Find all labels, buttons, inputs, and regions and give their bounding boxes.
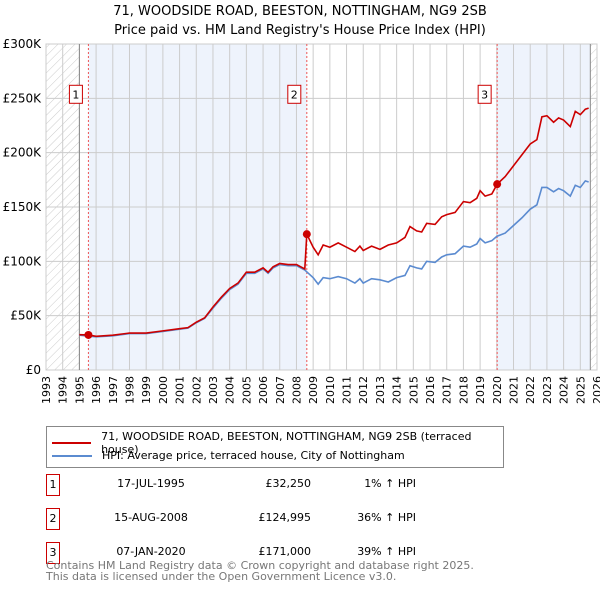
x-tick-label: 2025 <box>574 376 587 404</box>
y-tick-label: £200K <box>3 146 43 160</box>
sale-price: £171,000 <box>258 545 312 558</box>
x-tick-label: 2004 <box>224 376 237 404</box>
sale-label-box <box>68 84 83 104</box>
chart-title: 71, WOODSIDE ROAD, BEESTON, NOTTINGHAM, … <box>113 4 487 19</box>
x-tick-label: 2013 <box>374 376 387 404</box>
sale-label-number: 3 <box>481 88 488 101</box>
y-tick-label: £250K <box>3 91 43 105</box>
x-tick-label: 2018 <box>457 376 470 404</box>
x-tick-label: 1994 <box>57 376 70 404</box>
sale-label-number: 2 <box>291 88 298 101</box>
x-tick-label: 2026 <box>591 376 600 404</box>
x-tick-label: 2011 <box>341 376 354 404</box>
sale-row: 1 17-JUL-1995 £32,250 1% ↑ HPI <box>46 474 446 496</box>
x-tick-label: 2023 <box>541 376 554 404</box>
x-tick-label: 2014 <box>391 376 404 404</box>
x-tick-label: 2006 <box>257 376 270 404</box>
sale-marker-badge: 1 <box>46 474 60 496</box>
legend-price: 71, WOODSIDE ROAD, BEESTON, NOTTINGHAM, … <box>101 430 472 456</box>
sale-point <box>493 180 502 189</box>
x-tick-label: 2017 <box>441 376 454 404</box>
sale-point <box>84 330 93 339</box>
x-tick-label: 2007 <box>274 376 287 404</box>
sale-date: 15-AUG-2008 <box>114 511 188 524</box>
sale-hpi-change: 39% ↑ HPI <box>357 545 416 558</box>
sale-date: 07-JAN-2020 <box>116 545 186 558</box>
price-chart: 1993 1994 1995 1996 1997 1998 1999 2000 2001 2002… <box>3 37 600 404</box>
x-tick-label: 2005 <box>240 376 253 404</box>
sale-hpi-change: 36% ↑ HPI <box>357 511 416 524</box>
sale-price: £124,995 <box>258 511 312 524</box>
x-tick-label: 1993 <box>40 376 53 404</box>
footer-copyright: Contains HM Land Registry data © Crown c… <box>46 559 474 572</box>
sale-label-number: 1 <box>72 88 79 101</box>
x-tick-label: 2002 <box>190 376 203 404</box>
x-tick-label: 2001 <box>174 376 187 404</box>
price-paid-line <box>79 107 589 338</box>
x-tick-label: 1996 <box>90 376 103 404</box>
footer-licence: This data is licensed under the Open Gov… <box>46 570 397 583</box>
x-tick-label: 1998 <box>123 376 136 404</box>
sale-label-box <box>287 84 302 104</box>
y-tick-label: £100K <box>3 254 43 268</box>
x-tick-label: 2022 <box>524 376 537 404</box>
x-tick-label: 1999 <box>140 376 153 404</box>
sale-label-box <box>477 84 492 104</box>
x-tick-label: 2000 <box>157 376 170 404</box>
x-tick-label: 2003 <box>207 376 220 404</box>
x-tick-label: 1997 <box>107 376 120 404</box>
y-tick-label: £0 <box>26 363 41 377</box>
hpi-legend-swatch <box>52 454 92 457</box>
x-tick-label: 2020 <box>491 376 504 404</box>
sale-row: 3 07-JAN-2020 £171,000 39% ↑ HPI <box>46 542 446 564</box>
x-tick-label: 2021 <box>508 376 521 404</box>
legend: 71, WOODSIDE ROAD, BEESTON, NOTTINGHAM, … <box>46 426 504 468</box>
x-tick-label: 2019 <box>474 376 487 404</box>
chart-subtitle: Price paid vs. HM Land Registry's House … <box>114 23 486 38</box>
sale-price: £32,250 <box>265 477 312 490</box>
x-tick-label: 2024 <box>558 376 571 404</box>
x-tick-label: 1995 <box>73 376 86 404</box>
sale-marker-badge: 2 <box>46 508 60 530</box>
sale-row: 2 15-AUG-2008 £124,995 36% ↑ HPI <box>46 508 446 530</box>
y-tick-label: £50K <box>10 309 42 323</box>
x-tick-label: 2008 <box>290 376 303 404</box>
sale-point <box>302 230 311 239</box>
x-tick-label: 2016 <box>424 376 437 404</box>
legend-hpi: HPI: Average price, terraced house, City… <box>102 449 405 462</box>
sale-hpi-change: 1% ↑ HPI <box>364 477 416 490</box>
y-tick-label: £300K <box>3 37 43 51</box>
x-tick-label: 2009 <box>307 376 320 404</box>
price-legend-swatch <box>52 442 92 444</box>
sale-marker-badge: 3 <box>46 542 60 564</box>
x-tick-label: 2010 <box>324 376 337 404</box>
y-tick-label: £150K <box>3 200 43 214</box>
x-tick-label: 2015 <box>407 376 420 404</box>
x-tick-label: 2012 <box>357 376 370 404</box>
sale-date: 17-JUL-1995 <box>117 477 185 490</box>
